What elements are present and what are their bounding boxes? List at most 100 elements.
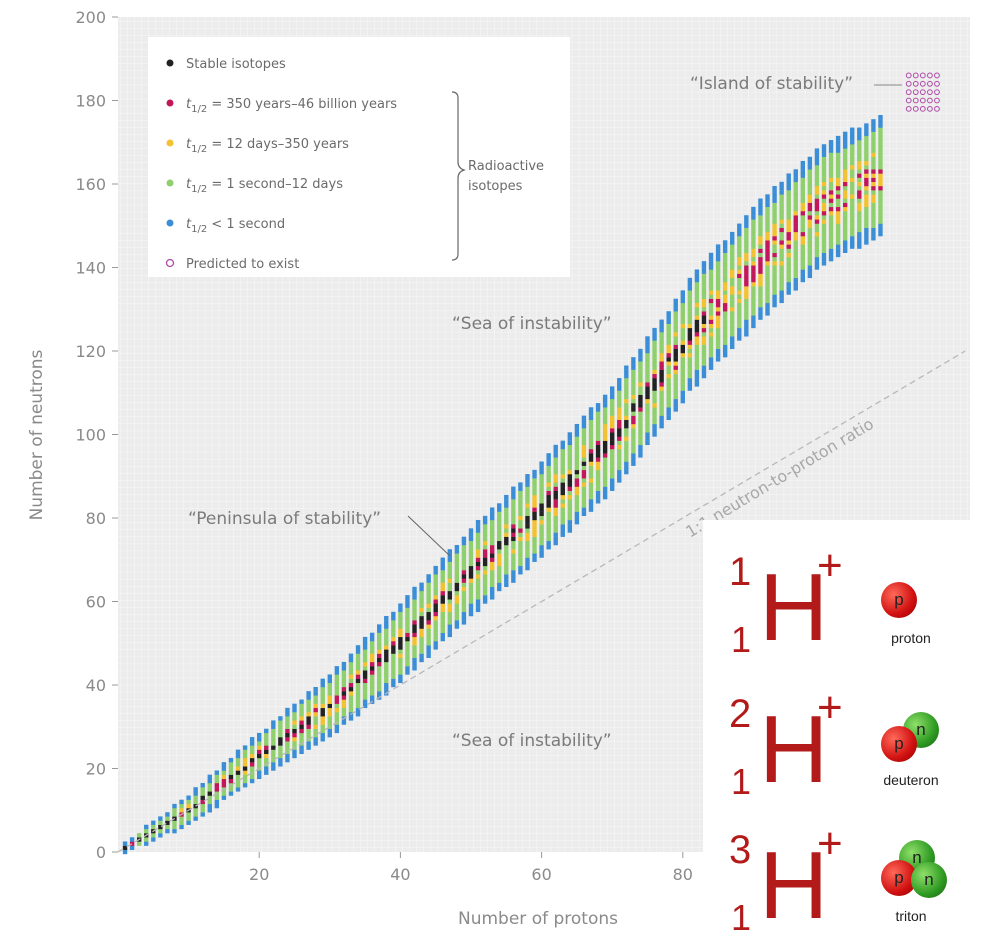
isotope-point-medium <box>715 290 721 295</box>
isotope-point-veryshort <box>539 469 544 475</box>
isotope-point-medium <box>652 403 657 408</box>
isotope-point-veryshort <box>242 745 248 750</box>
isotope-point-short <box>320 699 325 704</box>
isotope-point-medium <box>377 649 382 654</box>
isotope-point-medium <box>553 507 558 512</box>
isotope-point-short <box>645 403 650 408</box>
isotope-point-short <box>800 194 806 199</box>
isotope-point-stable <box>588 457 594 462</box>
isotope-point-short <box>482 586 488 592</box>
isotope-point-short <box>765 286 770 291</box>
isotope-point-short <box>610 411 615 416</box>
isotope-point-long <box>772 236 777 241</box>
isotope-point-short <box>842 211 848 216</box>
x-tick-label: 80 <box>673 865 693 884</box>
isotope-point-veryshort <box>701 269 707 274</box>
isotope-point-stable <box>659 369 664 375</box>
isotope-point-medium <box>433 616 438 621</box>
isotope-point-short <box>595 482 601 487</box>
isotope-point-short <box>518 532 523 537</box>
isotope-point-short <box>652 365 657 370</box>
isotope-point-short <box>546 469 551 475</box>
isotope-point-veryshort <box>878 119 883 124</box>
isotope-point-long <box>694 332 700 337</box>
isotope-point-short <box>814 173 820 178</box>
isotope-point-short <box>645 357 650 362</box>
isotope-point-short <box>546 532 551 537</box>
isotope-point-long <box>744 273 749 279</box>
isotope-point-long <box>553 503 558 508</box>
isotope-point-short <box>673 336 678 341</box>
isotope-point-veryshort <box>715 244 721 249</box>
isotope-point-veryshort <box>595 403 601 408</box>
isotope-point-short <box>426 599 431 604</box>
isotope-point-veryshort <box>758 311 763 316</box>
isotope-point-short <box>779 248 784 253</box>
isotope-point-short <box>772 248 777 253</box>
isotope-point-medium <box>673 361 678 366</box>
isotope-point-short <box>666 332 671 337</box>
isotope-point-veryshort <box>645 436 650 441</box>
isotope-point-short <box>588 423 594 429</box>
isotope-point-short <box>701 344 707 350</box>
isotope-point-short <box>751 302 756 308</box>
isotope-point-short <box>525 540 530 546</box>
isotope-point-short <box>560 515 565 521</box>
isotope-point-short <box>807 173 813 178</box>
isotope-point-veryshort <box>864 123 869 128</box>
isotope-point-long <box>878 169 883 174</box>
isotope-point-short <box>285 716 290 721</box>
isotope-point-short <box>610 398 615 404</box>
isotope-point-veryshort <box>369 636 375 642</box>
isotope-point-veryshort <box>377 691 382 696</box>
isotope-point-medium <box>447 603 453 608</box>
isotope-point-short <box>730 302 735 308</box>
isotope-point-veryshort <box>285 753 290 759</box>
isotope-point-short <box>207 799 212 805</box>
isotope-point-long <box>758 248 763 253</box>
isotope-point-veryshort <box>129 845 135 851</box>
isotope-point-veryshort <box>835 248 841 253</box>
isotope-point-veryshort <box>687 386 693 391</box>
isotope-point-short <box>680 369 685 375</box>
isotope-point-short <box>850 148 855 153</box>
isotope-point-short <box>871 135 876 141</box>
isotope-point-veryshort <box>426 574 431 579</box>
isotope-point-medium <box>461 586 467 592</box>
isotope-point-long <box>602 453 608 458</box>
isotope-point-short <box>800 248 806 253</box>
isotope-point-short <box>842 223 848 228</box>
isotope-point-short <box>595 415 601 420</box>
isotope-point-veryshort <box>786 286 791 291</box>
isotope-point-predicted <box>919 97 926 104</box>
isotope-point-short <box>560 465 565 471</box>
isotope-point-stable <box>419 620 424 625</box>
isotope-point-medium <box>186 803 191 809</box>
isotope-point-medium <box>652 369 657 375</box>
isotope-point-short <box>701 307 707 312</box>
isotope-point-short <box>489 519 495 525</box>
isotope-point-short <box>468 549 474 554</box>
isotope-point-veryshort <box>751 211 756 216</box>
isotope-point-short <box>433 620 438 625</box>
isotope-point-veryshort <box>504 582 509 587</box>
isotope-point-short <box>835 190 841 195</box>
isotope-point-short <box>850 206 855 212</box>
isotope-point-veryshort <box>694 273 700 279</box>
isotope-point-short <box>567 503 573 508</box>
isotope-point-short <box>369 649 375 654</box>
isotope-point-veryshort <box>567 528 573 533</box>
isotope-point-short <box>567 507 573 512</box>
isotope-point-veryshort <box>405 666 410 671</box>
isotope-point-short <box>857 144 862 149</box>
isotope-point-short <box>242 749 248 754</box>
isotope-point-medium <box>715 323 721 329</box>
isotope-point-short <box>751 298 756 304</box>
isotope-point-short <box>588 474 594 479</box>
isotope-point-veryshort <box>461 620 467 625</box>
isotope-point-stable <box>546 503 551 508</box>
isotope-point-short <box>574 449 580 454</box>
isotope-point-short <box>426 641 431 646</box>
isotope-point-veryshort <box>645 348 650 354</box>
isotope-point-veryshort <box>186 820 191 825</box>
